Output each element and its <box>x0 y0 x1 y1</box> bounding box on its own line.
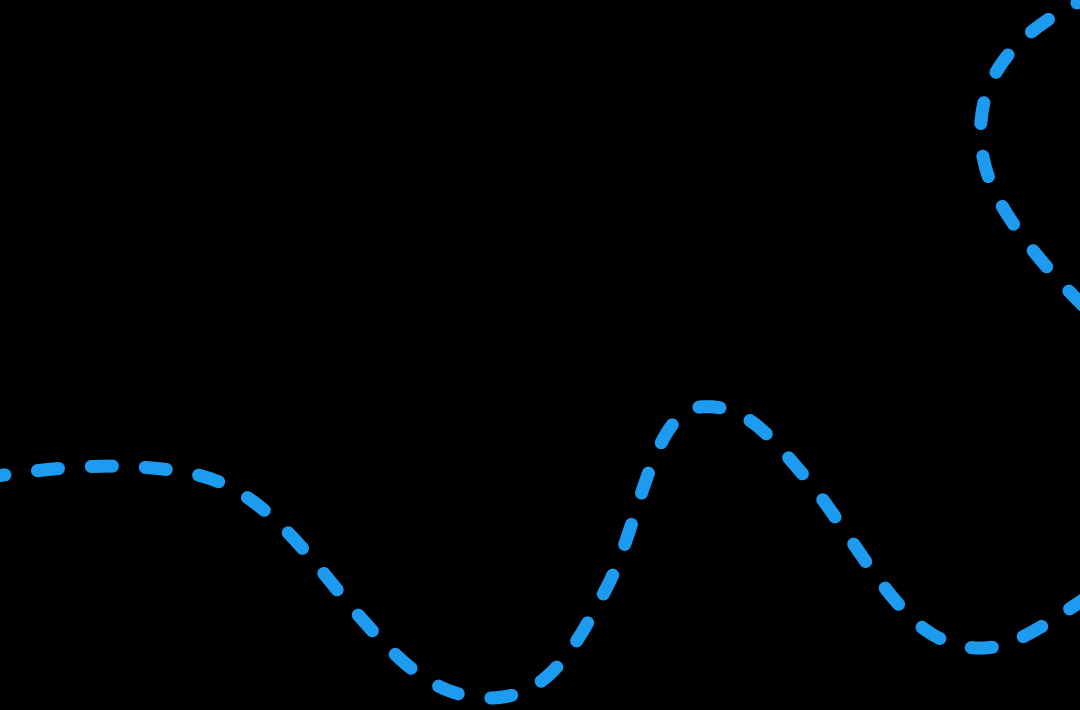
main-wave-dashed-curve <box>0 400 1080 705</box>
top-right-hook-dashed-curve <box>974 0 1080 312</box>
